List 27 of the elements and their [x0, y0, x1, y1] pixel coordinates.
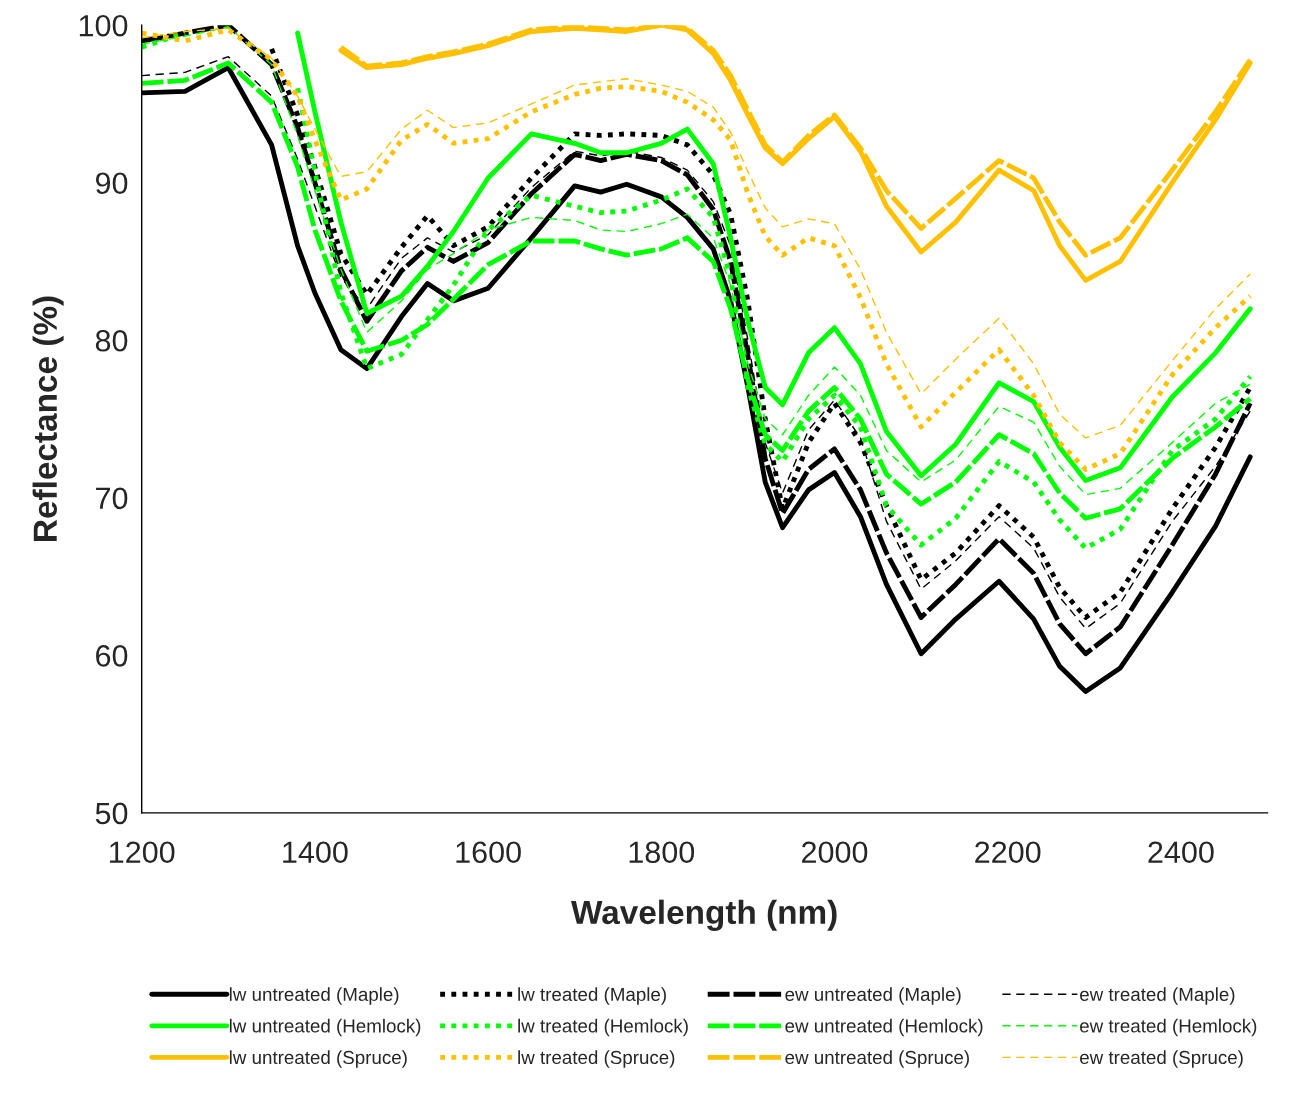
legend-label: lw untreated (Spruce): [229, 1050, 407, 1068]
x-tick-label: 2200: [975, 841, 1041, 864]
x-tick-label: 1200: [110, 841, 175, 864]
y-axis-title: Reflectance (%): [32, 296, 64, 541]
legend-label: ew treated (Hemlock): [1080, 1018, 1257, 1037]
y-tick-label: 50: [95, 802, 128, 825]
legend-label: lw untreated (Hemlock): [229, 1018, 421, 1037]
legend-label: lw treated (Hemlock): [518, 1018, 688, 1037]
y-tick-label: 80: [95, 329, 128, 352]
y-tick-label: 100: [79, 14, 128, 37]
legend-label: ew treated (Maple): [1080, 987, 1235, 1005]
y-tick-label: 70: [96, 487, 128, 510]
legend-label: lw treated (Spruce): [518, 1050, 675, 1068]
legend-label: ew untreated (Maple): [785, 987, 961, 1005]
y-tick-label: 60: [96, 645, 128, 667]
legend-label: lw treated (Maple): [518, 987, 666, 1005]
legend-label: ew treated (Spruce): [1080, 1050, 1243, 1068]
x-tick-label: 1600: [456, 841, 521, 864]
x-tick-label: 1800: [629, 841, 695, 864]
y-tick-label: 90: [95, 172, 128, 195]
x-tick-label: 2000: [802, 841, 868, 864]
legend-label: ew untreated (Hemlock): [785, 1018, 983, 1037]
legend-label: lw untreated (Maple): [229, 987, 399, 1005]
x-axis-title: Wavelength (nm): [571, 899, 837, 931]
x-tick-label: 1400: [283, 841, 348, 864]
legend-label: ew untreated (Spruce): [785, 1050, 969, 1068]
x-tick-label: 2400: [1148, 841, 1214, 864]
